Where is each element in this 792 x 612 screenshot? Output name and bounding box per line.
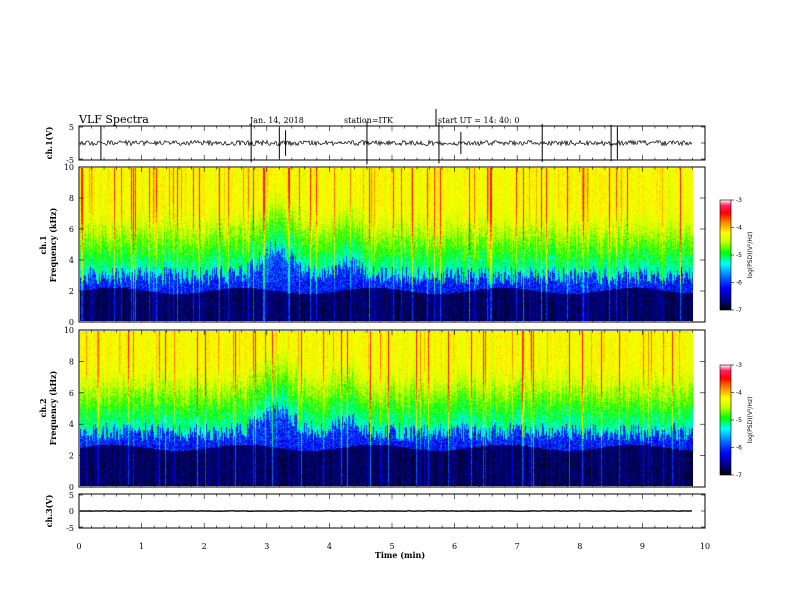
ch3-waveform-panel: 5 0 -5 ch.3(V) xyxy=(44,491,706,533)
y-tick-label: 8 xyxy=(69,357,74,366)
colorbar-tick-label: -3 xyxy=(736,197,742,204)
chart-title: VLF Spectra xyxy=(78,113,149,126)
ch1-spectrogram-ylabel: Frequency (kHz) xyxy=(48,207,58,282)
start-time-label: start UT = 14: 40: 0 xyxy=(438,116,519,125)
ch2-spectrogram-xticks xyxy=(78,330,706,487)
ch1-waveform-line xyxy=(79,139,693,147)
colorbar-tick-label: -7 xyxy=(736,307,742,314)
ch1-waveform-xticks xyxy=(78,126,706,160)
x-tick-label: 2 xyxy=(202,542,207,551)
colorbar-tick-label: -7 xyxy=(736,472,742,479)
ch2-spectrogram-ylabel: Frequency (kHz) xyxy=(48,370,58,445)
x-tick-label: 0 xyxy=(76,542,81,551)
x-tick-label: 3 xyxy=(264,542,269,551)
colorbar-tick-label: -4 xyxy=(736,225,742,232)
x-tick-label: 9 xyxy=(640,542,645,551)
ch1-colorbar-label: log(PSD)(V²/Hz) xyxy=(747,232,754,279)
y-tick-label: 4 xyxy=(69,420,74,429)
ch3-ytick-top: 5 xyxy=(69,491,74,500)
ch2-spectrogram-panel: 0 2 4 6 8 10 ch.2 Frequency (kHz) xyxy=(38,326,706,492)
y-tick-label: 10 xyxy=(64,163,74,172)
ch2-colorbar: -3 -4 -5 -6 -7 log(PSD)(V²/Hz) xyxy=(719,362,754,479)
y-tick-label: 4 xyxy=(69,256,74,265)
ch3-waveform-ylabel: ch.3(V) xyxy=(44,494,54,527)
y-tick-label: 2 xyxy=(69,287,74,296)
x-axis-label: Time (min) xyxy=(375,550,425,560)
date-label: Jan. 14, 2018 xyxy=(249,116,304,125)
x-tick-label: 6 xyxy=(452,542,457,551)
station-label: station=ITK xyxy=(344,116,394,125)
y-tick-label: 0 xyxy=(69,318,74,327)
ch3-waveform-xticks xyxy=(78,494,706,528)
ch2-spectrogram-yticks: 0 2 4 6 8 10 xyxy=(64,326,705,492)
ch1-ytick-bottom: -5 xyxy=(66,156,74,165)
colorbar-tick-label: -5 xyxy=(736,417,742,424)
y-tick-label: 2 xyxy=(69,452,74,461)
ch1-spectrogram-image xyxy=(80,168,693,321)
x-axis-tick-labels: 0 1 2 3 4 5 6 7 8 9 10 xyxy=(76,542,710,551)
ch1-spikes xyxy=(100,121,618,165)
ch1-waveform-ylabel: ch.1(V) xyxy=(44,126,54,159)
colorbar-tick-label: -6 xyxy=(736,280,742,287)
y-tick-label: 0 xyxy=(69,483,74,492)
ch2-colorbar-ticks: -3 -4 -5 -6 -7 xyxy=(731,362,742,479)
ch1-spectrogram-panel: 0 2 4 6 8 10 ch.1 Frequency (kHz) xyxy=(38,163,706,327)
colorbar-tick-label: -4 xyxy=(736,390,742,397)
ch1-colorbar: -3 -4 -5 -6 -7 log(PSD)(V²/Hz) xyxy=(719,197,754,314)
x-tick-label: 4 xyxy=(327,542,332,551)
ch3-ytick-mid: 0 xyxy=(69,507,74,516)
ch1-colorbar-ticks: -3 -4 -5 -6 -7 xyxy=(731,197,742,314)
ch1-spectrogram-xticks xyxy=(78,167,706,322)
ch1-spectrogram-yticks: 0 2 4 6 8 10 xyxy=(64,163,705,327)
colorbar-tick-label: -6 xyxy=(736,445,742,452)
y-tick-label: 10 xyxy=(64,326,74,335)
x-tick-label: 7 xyxy=(515,542,520,551)
x-tick-label: 1 xyxy=(139,542,144,551)
x-tick-label: 10 xyxy=(700,542,710,551)
y-tick-label: 8 xyxy=(69,194,74,203)
ch1-spectrogram-channel-label: ch.1 xyxy=(38,235,48,254)
colorbar-tick-label: -5 xyxy=(736,252,742,259)
ch2-colorbar-label: log(PSD)(V²/Hz) xyxy=(747,397,754,444)
y-tick-label: 6 xyxy=(69,225,74,234)
x-tick-label: 8 xyxy=(577,542,582,551)
y-tick-label: 6 xyxy=(69,389,74,398)
ch2-spectrogram-channel-label: ch.2 xyxy=(38,398,48,417)
ch2-spectrogram-image xyxy=(80,331,693,486)
ch3-ytick-bottom: -5 xyxy=(66,524,74,533)
x-tick-label: 5 xyxy=(389,542,394,551)
colorbar-tick-label: -3 xyxy=(736,362,742,369)
ch1-colorbar-bar xyxy=(719,199,732,311)
ch2-colorbar-bar xyxy=(719,364,732,476)
ch1-waveform-panel: 5 -5 ch.1(V) xyxy=(44,121,706,165)
ch1-ytick-top: 5 xyxy=(69,123,74,132)
